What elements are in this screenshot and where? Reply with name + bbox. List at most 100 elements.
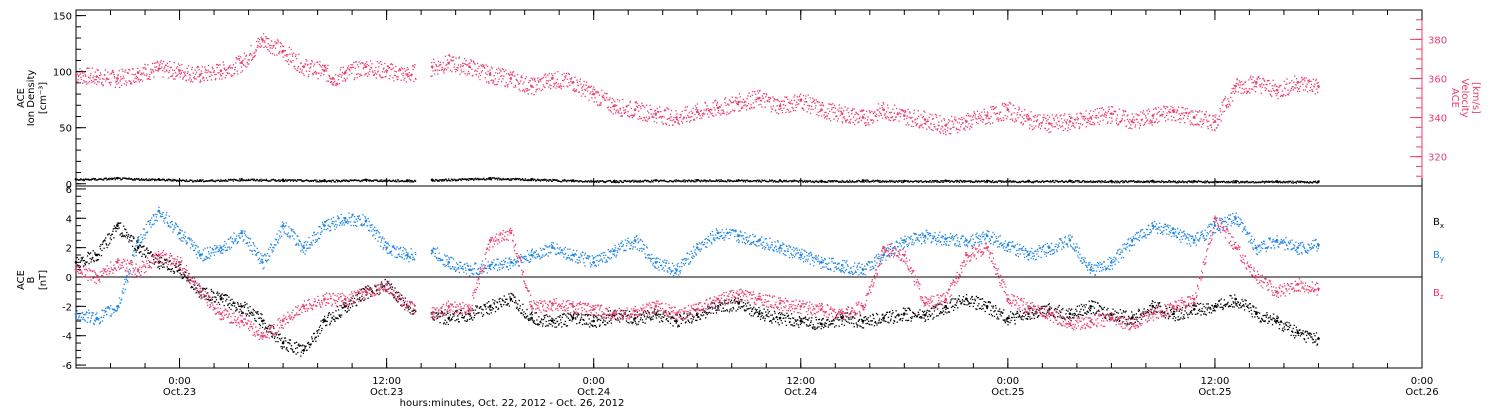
velocity-dot — [402, 72, 405, 74]
density-dot — [632, 179, 634, 182]
velocity-dot — [504, 85, 506, 87]
velocity-dot — [734, 109, 736, 112]
velocity-dot — [241, 60, 243, 63]
velocity-dot — [532, 77, 534, 79]
velocity-dot — [479, 74, 482, 77]
density-dot — [1250, 181, 1252, 184]
velocity-dot — [103, 78, 105, 80]
density-dot — [137, 178, 139, 180]
density-dot — [1303, 182, 1306, 184]
density-dot — [366, 178, 368, 181]
density-dot — [1317, 180, 1320, 183]
density-dot — [634, 179, 636, 182]
density-dot — [1299, 180, 1301, 182]
velocity-dot — [353, 61, 355, 64]
density-dot — [660, 179, 662, 182]
velocity-dot — [253, 55, 256, 58]
density-dot — [864, 180, 867, 183]
velocity-dot — [745, 109, 748, 111]
density-dot — [996, 181, 999, 184]
velocity-dot — [626, 105, 628, 107]
velocity-dot — [183, 73, 186, 75]
velocity-dot — [117, 74, 119, 76]
velocity-dot — [326, 67, 329, 70]
velocity-dot — [368, 73, 370, 76]
density-dot — [1096, 180, 1098, 183]
velocity-dot — [539, 78, 541, 80]
density-dot — [437, 179, 439, 182]
density-dot — [180, 180, 183, 182]
velocity-dot — [637, 118, 639, 120]
velocity-dot — [1258, 76, 1260, 78]
velocity-dot — [807, 94, 809, 96]
velocity-dot — [308, 70, 311, 73]
velocity-dot — [943, 118, 945, 120]
density-dot — [1166, 181, 1168, 184]
velocity-dot — [827, 108, 829, 110]
velocity-dot — [266, 37, 268, 40]
velocity-dot — [1173, 110, 1175, 113]
velocity-dot — [899, 116, 902, 118]
density-dot — [791, 180, 794, 182]
velocity-dot — [907, 124, 910, 126]
velocity-dot — [1150, 122, 1152, 124]
by-dot — [203, 258, 206, 260]
density-dot — [907, 180, 909, 183]
velocity-dot — [447, 67, 449, 69]
density-dot — [734, 180, 736, 183]
density-dot — [1085, 181, 1088, 183]
velocity-dot — [521, 77, 523, 79]
velocity-dot — [461, 65, 463, 67]
velocity-point — [1255, 81, 1258, 84]
velocity-dot — [1047, 118, 1049, 121]
density-dot — [1294, 181, 1297, 183]
density-dot — [1287, 182, 1289, 184]
velocity-dot — [495, 72, 497, 74]
by-dot — [194, 249, 196, 251]
density-dot — [732, 181, 734, 183]
density-dot — [539, 179, 541, 182]
density-dot — [458, 178, 460, 180]
velocity-dot — [196, 67, 198, 69]
density-dot — [978, 180, 980, 182]
density-dot — [930, 181, 932, 183]
velocity-dot — [884, 114, 886, 116]
velocity-dot — [403, 79, 405, 81]
velocity-dot — [494, 83, 496, 86]
density-dot — [612, 181, 614, 183]
velocity-dot — [725, 113, 728, 116]
density-dot — [1081, 180, 1084, 182]
velocity-dot — [528, 81, 530, 84]
velocity-dot — [947, 122, 949, 124]
density-dot — [980, 181, 982, 183]
density-dot — [382, 180, 384, 182]
velocity-dot — [211, 66, 214, 68]
density-dot — [499, 178, 502, 180]
by-dot — [212, 249, 214, 251]
velocity-dot — [653, 116, 655, 119]
density-dot — [445, 179, 448, 181]
density-dot — [210, 179, 212, 181]
density-dot — [1007, 180, 1010, 183]
density-dot — [757, 179, 759, 181]
magnetic-data-marks — [74, 206, 1320, 357]
velocity-dot — [767, 96, 770, 99]
velocity-dot — [576, 79, 578, 81]
velocity-dot — [285, 54, 288, 56]
density-dot — [1055, 180, 1057, 182]
velocity-dot — [744, 104, 746, 106]
density-dot — [733, 180, 736, 182]
velocity-dot — [435, 65, 438, 67]
density-dot — [998, 180, 1000, 182]
velocity-dot — [1086, 121, 1088, 123]
velocity-dot — [722, 112, 724, 115]
by-dot — [126, 279, 129, 282]
density-dot — [258, 180, 260, 182]
velocity-dot — [558, 85, 560, 87]
velocity-dot — [487, 81, 490, 83]
velocity-dot — [139, 79, 141, 81]
velocity-dot — [851, 109, 853, 112]
density-dot — [920, 180, 923, 182]
density-dot — [360, 180, 362, 182]
